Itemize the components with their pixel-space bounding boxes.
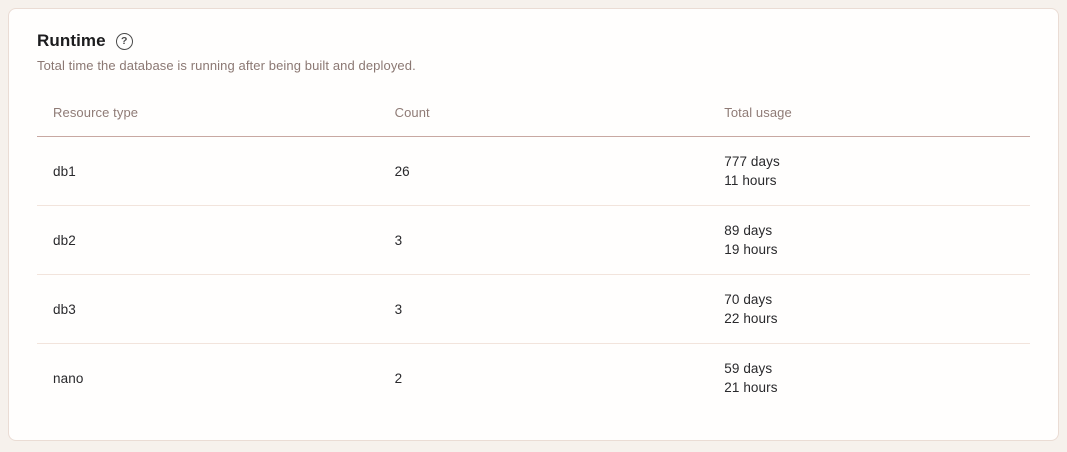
card-subtitle: Total time the database is running after… (37, 58, 416, 73)
usage-days: 89 days (724, 223, 773, 238)
cell-count: 2 (394, 370, 403, 386)
cell-count: 26 (378, 136, 709, 206)
cell-resource-type: db3 (37, 274, 379, 344)
table-row: db1 26 777 days 11 hours (37, 136, 1030, 206)
cell-resource-type: nano (53, 370, 84, 386)
cell-total-usage: 777 days 11 hours (708, 136, 1030, 206)
cell-resource-type: db1 (37, 136, 379, 206)
help-icon[interactable]: ? (115, 32, 133, 50)
column-header-count: Count (378, 105, 709, 137)
table-header-row: Resource type Count Total usage (37, 105, 1030, 137)
usage-hours: 19 hours (724, 242, 778, 257)
cell-count: 3 (378, 274, 709, 344)
usage-hours: 21 hours (724, 380, 778, 396)
runtime-card: Runtime ? Total time the database is run… (8, 8, 1059, 441)
cell-total-usage: 70 days 22 hours (708, 274, 1030, 344)
usage-days: 59 days (724, 361, 773, 377)
cell-count: 3 (378, 205, 709, 275)
card-header: Runtime ? (37, 31, 1030, 51)
runtime-usage-table: Resource type Count Total usage db1 26 7… (37, 105, 1030, 413)
cell-total-usage: 59 days 21 hours (708, 344, 1030, 413)
card-title: Runtime (37, 31, 106, 50)
table-row: db3 3 70 days 22 hours (37, 274, 1030, 344)
cell-total-usage: 89 days 19 hours (708, 205, 1030, 275)
usage-days: 70 days (724, 292, 773, 307)
usage-days: 777 days (724, 154, 780, 169)
table-row: db2 3 89 days 19 hours (37, 205, 1030, 275)
usage-hours: 22 hours (724, 311, 778, 326)
column-header-total-usage: Total usage (708, 105, 1030, 137)
column-header-resource-type: Resource type (37, 105, 379, 137)
usage-hours: 11 hours (724, 173, 777, 188)
table-row: nano 2 59 days 21 hours (37, 344, 1030, 413)
cell-resource-type: db2 (37, 205, 379, 275)
